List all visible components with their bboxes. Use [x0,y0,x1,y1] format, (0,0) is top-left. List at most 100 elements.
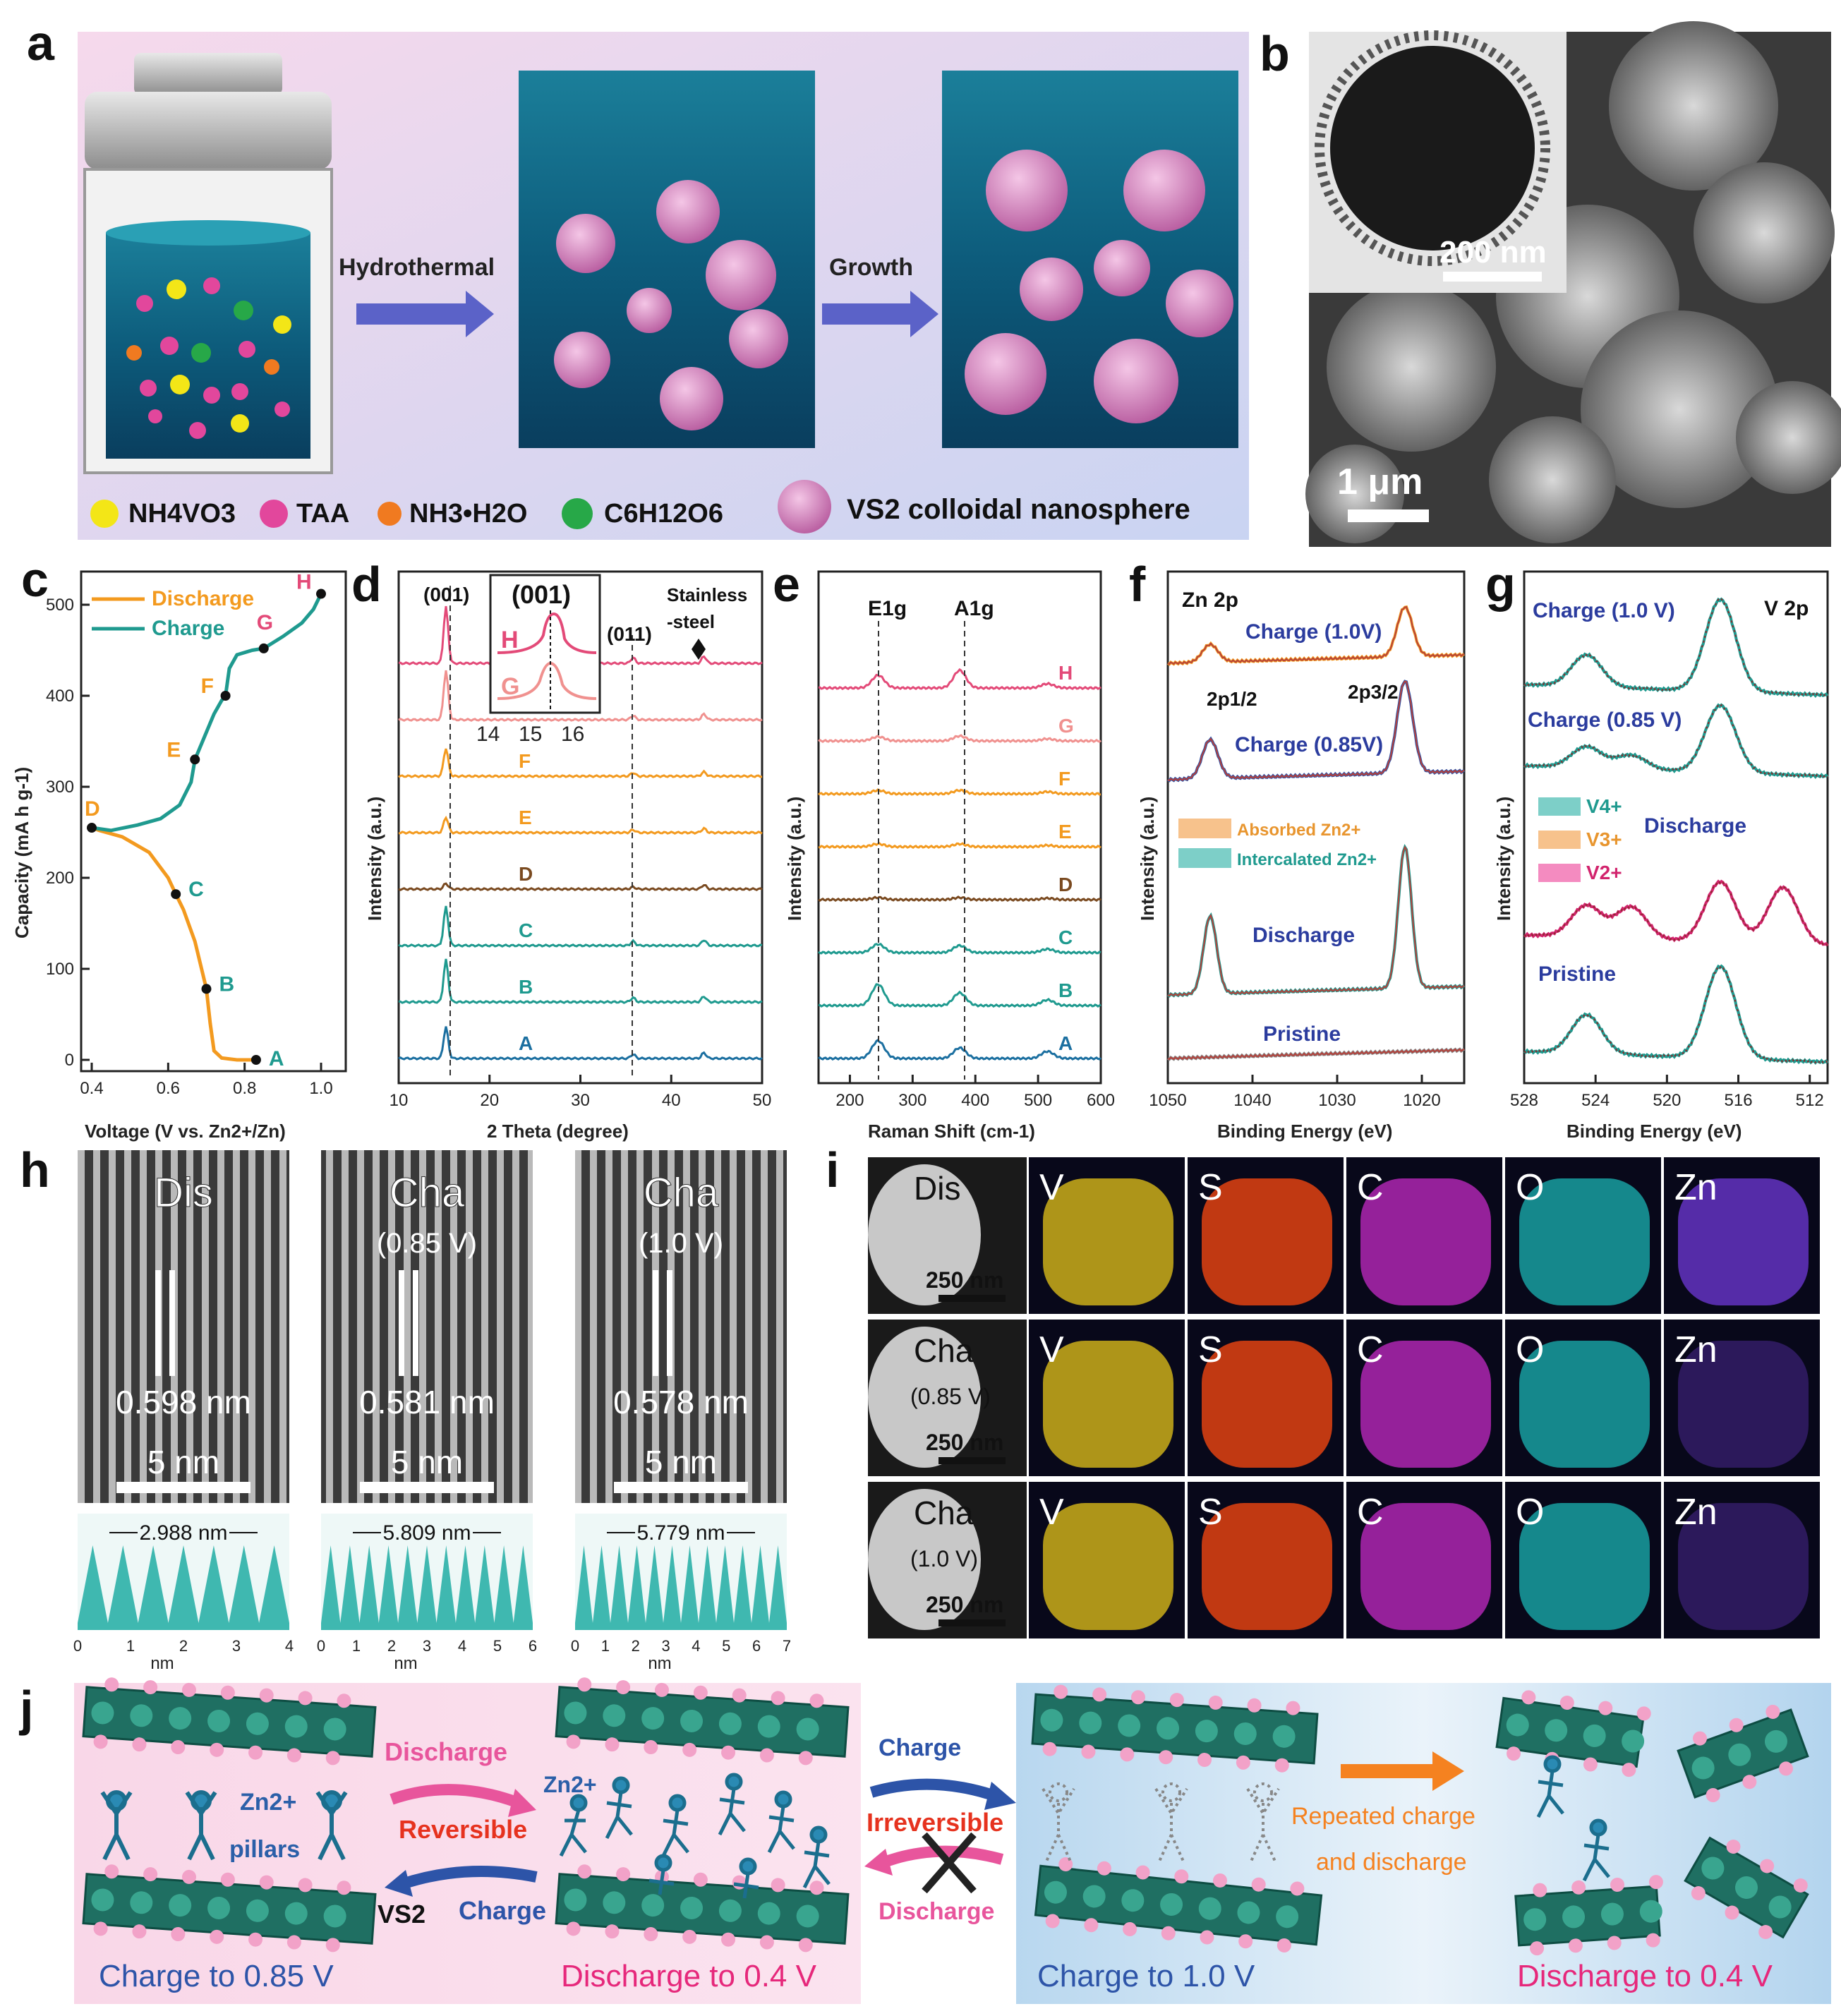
eds-map-signal [1678,1341,1809,1468]
trace-label-D: D [1058,874,1073,895]
trace-B [398,958,763,1004]
eds-map-signal [1678,1178,1809,1305]
eds-element-label: Zn [1674,1492,1718,1533]
profile-distance: 5.809 nm [382,1521,471,1545]
panel-letter-b: b [1260,26,1290,81]
chart-e-ylabel: Intensity (a.u.) [784,797,805,921]
xtick-label: 50 [753,1091,772,1110]
hrtem-image [78,1150,289,1503]
tem-scale-bar [1443,272,1542,282]
trace-label-C: C [519,919,533,941]
eds-map-signal [1043,1503,1173,1630]
haadf-scale-label: 250 nm [926,1267,1003,1293]
profile-tick: 1 [352,1637,361,1655]
trace-label-B: B [519,976,533,998]
chart-c-point [87,823,97,833]
panel-letter-f: f [1129,557,1146,612]
charge-label-left: Charge [459,1896,546,1925]
eds-element-label: Zn [1674,1167,1718,1208]
xps-v-trace-0 [1523,597,1829,698]
xps-zn-fit-3 [1167,1048,1465,1061]
repeated-label-2: and discharge [1316,1849,1467,1876]
trace-D [398,882,763,891]
panel-a: a Hydrothermal Growth [27,16,1249,540]
panel-letter-g: g [1485,557,1516,612]
legend-absorbed: Absorbed Zn2+ [1237,821,1360,840]
haadf-scale-label: 250 nm [926,1592,1003,1617]
hydrothermal-arrow [356,291,494,337]
legend-charge: Charge [152,617,224,640]
trace-label-A: A [519,1032,533,1054]
xtick-label: 1040 [1233,1091,1271,1110]
eds-map-signal [1360,1341,1491,1468]
eds-map-signal [1043,1341,1173,1468]
chart-c-xtick-label: 1.0 [309,1079,332,1098]
panel-d: d A B C D E F GH 10 20 30 40 50 (001) (011) Stainle… [351,557,771,1142]
profile-tick: 3 [423,1637,431,1655]
profile-tick: 5 [493,1637,502,1655]
panel-f: f 1050 1040 1030 1020 Zn 2p Charge (1.0V) C… [1129,557,1466,1142]
trace-D [818,895,1101,903]
haadf-title: Dis [914,1170,960,1207]
profile-tick: 3 [232,1637,241,1655]
chart-g-frame [1523,570,1829,1085]
trace-label-C: C [1058,926,1073,948]
eds-element-label: C [1357,1329,1384,1370]
eds-element-label: O [1516,1329,1544,1370]
vs2-slab [1031,1684,1319,1773]
chart-c-xtick-label: 0.6 [157,1079,180,1098]
chart-c-point-label: D [85,797,100,821]
profile-tick: 6 [752,1637,761,1655]
xps-zn-fit-0 [1167,606,1465,665]
haadf-title: Cha [914,1495,974,1531]
peak-001: (001) [423,584,469,605]
panel-e: e A B C D E F G H 200 300 400 500 600 E1g A1g Raman … [773,557,1115,1142]
inset-title: (001) [512,580,571,609]
eds-element-label: S [1198,1167,1223,1208]
eds-map-Zn [1664,1320,1820,1476]
hrtem-image [575,1150,787,1503]
eds-element-label: Zn [1674,1329,1718,1370]
state-g-charge-085v: Charge (0.85 V) [1528,708,1682,732]
blocked-cross [922,1832,977,1894]
nanospheres-small [554,180,788,430]
hrtem-scale-label: 5 nm [645,1444,717,1480]
profile-distance: 2.988 nm [139,1521,227,1545]
profile-tick: 4 [285,1637,294,1655]
xtick-label: 40 [662,1091,681,1110]
vs2-slab [1514,1875,1663,1956]
xps-v-trace-2 [1523,879,1829,947]
pillars-label: pillars [229,1836,300,1863]
xps-zn-fit-1 [1167,680,1465,782]
chart-c-frame [80,570,347,1073]
legend-nh4vo3: NH4VO3 [128,499,236,529]
legend-nh3h2o: NH3•H2O [409,499,527,529]
chart-c-point-label: C [188,878,204,901]
xps-v-data-3 [1523,965,1828,1064]
chart-f-ylabel: Intensity (a.u.) [1137,797,1158,921]
state-charge-1v: Charge (1.0V) [1245,620,1382,644]
trace-label-G: G [1058,715,1074,737]
chart-c-ytick-label: 0 [65,1051,74,1070]
profile-tick: 4 [458,1637,466,1655]
xtick-label: 528 [1510,1091,1538,1110]
fringe-marker [653,1270,658,1376]
eds-element-label: V [1039,1167,1064,1208]
chart-c-xlabel: Voltage (V vs. Zn2+/Zn) [85,1121,286,1142]
state-pristine: Pristine [1263,1022,1341,1046]
profile-tick: 5 [722,1637,730,1655]
state-g-discharge: Discharge [1644,814,1746,838]
profile-tick: 1 [126,1637,135,1655]
profile-tick: 7 [783,1637,791,1655]
chart-g-xlabel: Binding Energy (eV) [1567,1121,1742,1142]
chart-c-point [258,643,269,653]
discharge-label-mid: Discharge [879,1898,994,1925]
chart-c-point-label: G [257,611,273,634]
fringe-marker [667,1270,672,1376]
eds-map-signal [1202,1178,1332,1305]
inset-H: H [501,627,519,653]
eds-map-signal [1043,1178,1173,1305]
vs2-slab [1684,1836,1809,1940]
panel-letter-h: h [20,1142,50,1197]
